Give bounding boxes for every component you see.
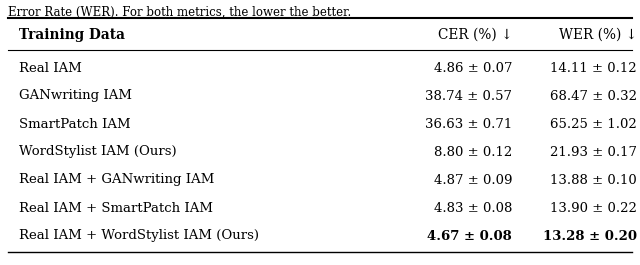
Text: CER (%) ↓: CER (%) ↓ (438, 28, 512, 42)
Text: 4.67 ± 0.08: 4.67 ± 0.08 (428, 229, 512, 242)
Text: 38.74 ± 0.57: 38.74 ± 0.57 (425, 90, 512, 103)
Text: 13.28 ± 0.20: 13.28 ± 0.20 (543, 229, 637, 242)
Text: Real IAM + WordStylist IAM (Ours): Real IAM + WordStylist IAM (Ours) (19, 229, 259, 242)
Text: 4.86 ± 0.07: 4.86 ± 0.07 (433, 61, 512, 74)
Text: Real IAM + GANwriting IAM: Real IAM + GANwriting IAM (19, 174, 214, 187)
Text: 13.90 ± 0.22: 13.90 ± 0.22 (550, 201, 637, 214)
Text: 68.47 ± 0.32: 68.47 ± 0.32 (550, 90, 637, 103)
Text: SmartPatch IAM: SmartPatch IAM (19, 117, 131, 130)
Text: 36.63 ± 0.71: 36.63 ± 0.71 (425, 117, 512, 130)
Text: Real IAM: Real IAM (19, 61, 82, 74)
Text: 13.88 ± 0.10: 13.88 ± 0.10 (550, 174, 637, 187)
Text: WordStylist IAM (Ours): WordStylist IAM (Ours) (19, 145, 177, 158)
Text: 65.25 ± 1.02: 65.25 ± 1.02 (550, 117, 637, 130)
Text: 4.83 ± 0.08: 4.83 ± 0.08 (434, 201, 512, 214)
Text: Real IAM + SmartPatch IAM: Real IAM + SmartPatch IAM (19, 201, 213, 214)
Text: Error Rate (WER). For both metrics, the lower the better.: Error Rate (WER). For both metrics, the … (8, 6, 351, 19)
Text: Training Data: Training Data (19, 28, 125, 42)
Text: 14.11 ± 0.12: 14.11 ± 0.12 (550, 61, 637, 74)
Text: 21.93 ± 0.17: 21.93 ± 0.17 (550, 145, 637, 158)
Text: WER (%) ↓: WER (%) ↓ (559, 28, 637, 42)
Text: 4.87 ± 0.09: 4.87 ± 0.09 (433, 174, 512, 187)
Text: GANwriting IAM: GANwriting IAM (19, 90, 132, 103)
Text: 8.80 ± 0.12: 8.80 ± 0.12 (434, 145, 512, 158)
